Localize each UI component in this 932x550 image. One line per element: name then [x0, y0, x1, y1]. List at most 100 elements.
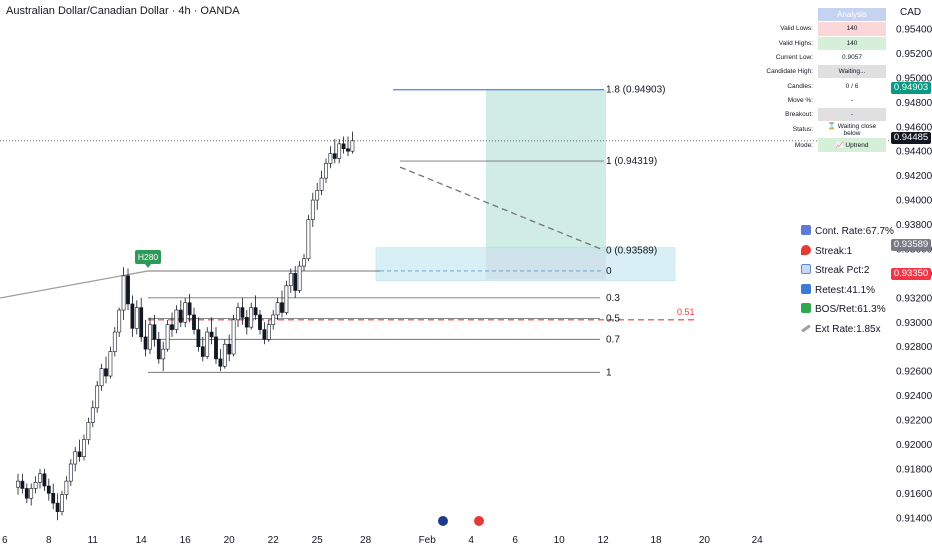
trend-line — [0, 270, 149, 299]
time-tick-label: 22 — [268, 535, 280, 546]
candle-body — [324, 163, 328, 179]
candle-body — [174, 309, 179, 330]
analysis-table: Analysis Valid Lows: 140 Valid Highs: 140 … — [760, 6, 887, 153]
price-tick-label: 0.92200 — [896, 416, 932, 427]
time-tick-label: 24 — [752, 535, 764, 546]
candle-body — [104, 368, 108, 377]
candle-body — [280, 302, 284, 313]
fib-level-label: 1.8 (0.94903) — [606, 85, 666, 96]
time-tick-label: 28 — [360, 535, 372, 546]
candle-body — [236, 307, 240, 321]
stat-text: Cont. Rate:67.7% — [815, 226, 894, 237]
time-tick-label: 18 — [650, 535, 662, 546]
candle-body — [222, 343, 227, 367]
time-axis[interactable]: 3020266811141620222528Feb461012182024 — [0, 516, 763, 546]
candle-body — [170, 324, 174, 330]
candle-body — [262, 329, 267, 340]
projection-line — [399, 166, 605, 251]
row-label: Valid Lows: — [760, 21, 818, 37]
swing-tag-pointer — [145, 263, 151, 268]
candle-body — [306, 219, 311, 260]
time-tick-label: 20 — [224, 535, 236, 546]
stat-bos-ret: BOS/Ret:61.3% — [801, 300, 894, 320]
row-label: Current Low: — [760, 49, 818, 66]
price-tick-label: 0.92400 — [896, 391, 932, 402]
candles — [16, 131, 355, 521]
time-tick-label: 8 — [46, 535, 52, 546]
candle-body — [42, 473, 47, 487]
price-tick-label: 0.94800 — [896, 98, 932, 109]
candle-body — [165, 324, 170, 350]
row-value: 0.9057 — [817, 49, 887, 66]
candle-body — [227, 343, 232, 355]
check-icon — [801, 303, 811, 313]
time-tick-label: 14 — [136, 535, 148, 546]
row-value: 0 / 6 — [817, 78, 887, 94]
price-tag-stop: 0.93350 — [891, 268, 931, 280]
candle-body — [117, 309, 122, 333]
red-level-label: 0.51 — [677, 307, 695, 317]
time-tick-label: 20 — [699, 535, 711, 546]
candle-body — [73, 451, 78, 465]
au-flag-icon — [438, 516, 448, 526]
candle-body — [346, 148, 350, 152]
analysis-row: Move %: - — [760, 92, 887, 109]
candle-body — [95, 385, 100, 409]
candle-body — [139, 307, 144, 338]
stat-text: Retest:41.1% — [815, 284, 876, 296]
candle-body — [51, 493, 56, 504]
price-tick-label: 0.95000 — [896, 73, 932, 84]
candle-body — [121, 275, 126, 311]
price-tick-label: 0.91800 — [896, 464, 932, 475]
candle-body — [152, 324, 157, 340]
row-value: 140 — [817, 35, 887, 51]
fire-icon — [801, 244, 811, 255]
candle-body — [38, 473, 42, 483]
currency-label: CAD — [900, 7, 922, 18]
candle-body — [68, 463, 73, 482]
stats-panel: Cont. Rate:67.7% Streak:1 Streak Pct:2 R… — [801, 222, 894, 339]
row-value: Waiting... — [817, 64, 887, 80]
time-tick-label: 6 — [512, 535, 518, 546]
ca-flag-icon — [474, 516, 484, 526]
row-value: - — [817, 92, 887, 109]
candle-body — [209, 331, 214, 338]
price-tick-label: 0.94200 — [896, 171, 932, 182]
candle-body — [60, 494, 64, 512]
candle-body — [297, 265, 302, 291]
candle-body — [332, 153, 337, 159]
row-value: 140 — [817, 21, 887, 37]
fib-level-label: 0 (0.93589) — [606, 245, 657, 256]
row-label: Move %: — [760, 92, 818, 109]
candle-body — [244, 317, 249, 328]
analysis-row: Status: ⌛ Waiting close below — [760, 121, 887, 139]
time-tick-label: 25 — [312, 535, 324, 546]
analysis-corner — [760, 6, 818, 23]
analysis-row: Current Low: 0.9057 — [760, 49, 887, 66]
fib-level-label: 0.5 — [606, 314, 620, 325]
candle-body — [275, 302, 280, 316]
price-tag-last: 0.94485 — [891, 132, 931, 144]
candle-body — [200, 346, 205, 357]
candle-body — [205, 331, 210, 357]
analysis-row: Candidate High: Waiting... — [760, 64, 887, 80]
row-label: Candidate High: — [760, 64, 818, 80]
candle-body — [328, 153, 333, 164]
candle-body — [161, 348, 166, 360]
fib-level-label: 0.3 — [606, 293, 620, 304]
ruler-icon — [801, 323, 811, 333]
analysis-row: Valid Highs: 140 — [760, 35, 887, 51]
candle-body — [20, 480, 25, 489]
fib-level-label: 1 (0.94319) — [606, 156, 657, 167]
stat-streak-pct: Streak Pct:2 — [801, 261, 894, 281]
candle-body — [271, 314, 276, 326]
candle-body — [293, 273, 298, 291]
stat-text: Streak:1 — [815, 245, 853, 257]
candle-body — [24, 488, 29, 499]
time-tick-label: 6 — [2, 535, 8, 546]
time-tick-label: Feb — [419, 535, 437, 546]
price-tick-label: 0.92000 — [896, 440, 932, 451]
price-tick-label: 0.95200 — [896, 49, 932, 60]
level-labels: 1.8 (0.94903) 1 (0.94319) 0 (0.93589) 0 0.3 0… — [135, 85, 695, 378]
